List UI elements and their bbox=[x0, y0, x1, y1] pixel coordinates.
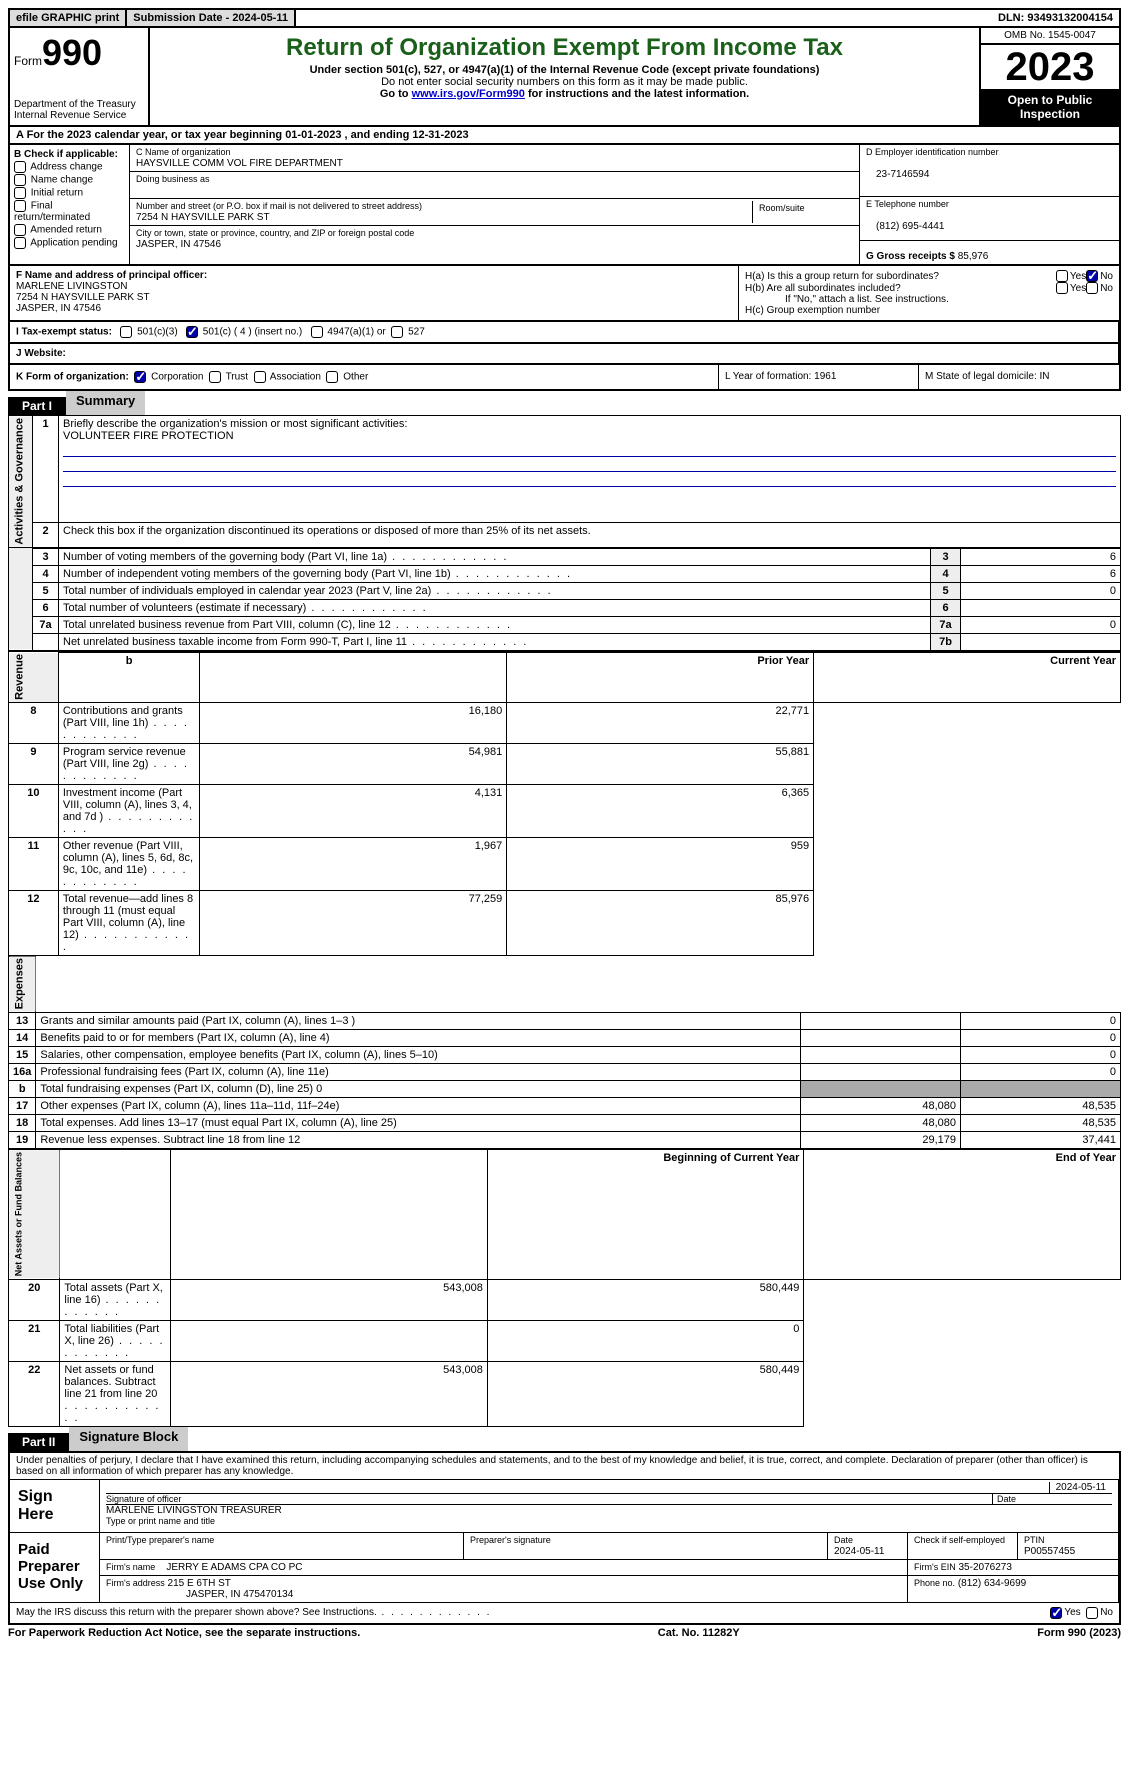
form-title: Return of Organization Exempt From Incom… bbox=[158, 34, 971, 62]
form-note-2: Go to www.irs.gov/Form990 for instructio… bbox=[158, 88, 971, 100]
part2-title: Signature Block bbox=[69, 1427, 188, 1451]
org-address: 7254 N HAYSVILLE PARK ST bbox=[136, 212, 270, 223]
ein: 23-7146594 bbox=[866, 169, 929, 180]
part1-title: Summary bbox=[66, 391, 145, 415]
row-a-tax-year: A For the 2023 calendar year, or tax yea… bbox=[8, 127, 1121, 145]
corp-checked bbox=[134, 371, 146, 383]
summary-table: Activities & Governance 1 Briefly descri… bbox=[8, 415, 1121, 548]
part2-header: Part II bbox=[8, 1433, 69, 1451]
inspection-notice: Open to Public Inspection bbox=[981, 89, 1119, 125]
submission-date-button[interactable]: Submission Date - 2024-05-11 bbox=[127, 10, 296, 26]
efile-print-button[interactable]: efile GRAPHIC print bbox=[10, 10, 127, 26]
org-name: HAYSVILLE COMM VOL FIRE DEPARTMENT bbox=[136, 158, 343, 169]
perjury-statement: Under penalties of perjury, I declare th… bbox=[8, 1451, 1121, 1479]
vlabel-governance: Activities & Governance bbox=[9, 416, 33, 548]
ptin: P00557455 bbox=[1024, 1546, 1075, 1557]
state-domicile: M State of legal domicile: IN bbox=[919, 365, 1119, 389]
row-fh: F Name and address of principal officer:… bbox=[8, 266, 1121, 322]
box-c: C Name of organization HAYSVILLE COMM VO… bbox=[130, 145, 859, 264]
discuss-question: May the IRS discuss this return with the… bbox=[16, 1607, 1050, 1618]
dln-label: DLN: 93493132004154 bbox=[992, 10, 1119, 26]
spacer bbox=[296, 16, 992, 20]
expenses-table: Expenses 13Grants and similar amounts pa… bbox=[8, 956, 1121, 1149]
gross-receipts: 85,976 bbox=[958, 251, 989, 262]
sign-here-label: Sign Here bbox=[10, 1479, 100, 1532]
discuss-yes bbox=[1050, 1607, 1062, 1619]
box-f: F Name and address of principal officer:… bbox=[10, 266, 739, 320]
form-header: Form990 Department of the TreasuryIntern… bbox=[8, 28, 1121, 127]
501c4-checked bbox=[186, 326, 198, 338]
signature-block: Sign Here 2024-05-11 Signature of office… bbox=[8, 1479, 1121, 1625]
phone: (812) 695-4441 bbox=[866, 221, 944, 232]
netassets-table: Net Assets or Fund Balances Beginning of… bbox=[8, 1149, 1121, 1426]
row-klm: K Form of organization: Corporation Trus… bbox=[8, 365, 1121, 391]
box-b: B Check if applicable: Address change Na… bbox=[10, 145, 130, 264]
row-j: J Website: bbox=[8, 344, 1121, 365]
form-note-1: Do not enter social security numbers on … bbox=[158, 76, 971, 88]
revenue-table: Revenue b Prior Year Current Year 8Contr… bbox=[8, 651, 1121, 956]
mission: VOLUNTEER FIRE PROTECTION bbox=[63, 430, 234, 442]
identity-block: B Check if applicable: Address change Na… bbox=[8, 145, 1121, 266]
top-bar: efile GRAPHIC print Submission Date - 20… bbox=[8, 8, 1121, 28]
year-formation: L Year of formation: 1961 bbox=[719, 365, 919, 389]
part1-header: Part I bbox=[8, 397, 66, 415]
omb-number: OMB No. 1545-0047 bbox=[981, 28, 1119, 45]
governance-rows: 3Number of voting members of the governi… bbox=[8, 548, 1121, 651]
tax-year: 2023 bbox=[981, 45, 1119, 89]
officer-name: MARLENE LIVINGSTON TREASURER bbox=[106, 1504, 1112, 1516]
form-subtitle: Under section 501(c), 527, or 4947(a)(1)… bbox=[158, 64, 971, 76]
dept-treasury: Department of the TreasuryInternal Reven… bbox=[14, 99, 136, 121]
org-city: JASPER, IN 47546 bbox=[136, 239, 221, 250]
box-h: H(a) Is this a group return for subordin… bbox=[739, 266, 1119, 320]
page-footer: For Paperwork Reduction Act Notice, see … bbox=[8, 1627, 1121, 1639]
box-deg: D Employer identification number 23-7146… bbox=[859, 145, 1119, 264]
firm-ein: 35-2076273 bbox=[959, 1562, 1012, 1573]
form-number: Form990 bbox=[14, 32, 144, 74]
irs-link[interactable]: www.irs.gov/Form990 bbox=[412, 88, 525, 100]
paid-preparer-label: Paid Preparer Use Only bbox=[10, 1532, 100, 1602]
firm-name: JERRY E ADAMS CPA CO PC bbox=[166, 1562, 302, 1573]
preparer-phone: (812) 634-9699 bbox=[958, 1578, 1026, 1589]
group-return-no bbox=[1086, 270, 1098, 282]
row-i: I Tax-exempt status: 501(c)(3) 501(c) ( … bbox=[8, 322, 1121, 344]
